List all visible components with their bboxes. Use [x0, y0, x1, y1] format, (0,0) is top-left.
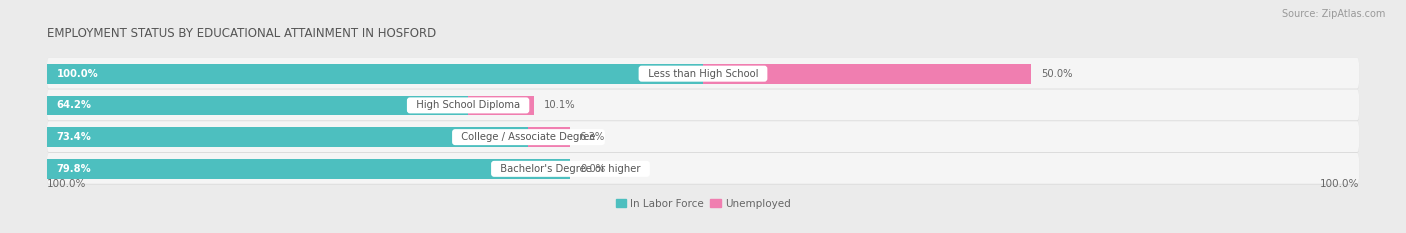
Legend: In Labor Force, Unemployed: In Labor Force, Unemployed — [612, 194, 794, 213]
Text: 6.3%: 6.3% — [579, 132, 605, 142]
FancyBboxPatch shape — [46, 121, 1360, 152]
FancyBboxPatch shape — [46, 153, 1360, 185]
FancyBboxPatch shape — [46, 89, 1360, 121]
Bar — [529, 127, 569, 147]
Text: Bachelor's Degree or higher: Bachelor's Degree or higher — [494, 164, 647, 174]
Text: College / Associate Degree: College / Associate Degree — [456, 132, 602, 142]
Text: Less than High School: Less than High School — [641, 69, 765, 79]
Bar — [46, 96, 468, 115]
Text: 50.0%: 50.0% — [1040, 69, 1073, 79]
Text: 0.0%: 0.0% — [581, 164, 606, 174]
Text: 100.0%: 100.0% — [56, 69, 98, 79]
Text: 100.0%: 100.0% — [46, 179, 86, 189]
Text: High School Diploma: High School Diploma — [411, 100, 526, 110]
Text: Source: ZipAtlas.com: Source: ZipAtlas.com — [1281, 9, 1385, 19]
Bar — [46, 127, 529, 147]
Text: 73.4%: 73.4% — [56, 132, 91, 142]
FancyBboxPatch shape — [46, 121, 1360, 153]
Bar — [46, 159, 571, 179]
Text: 100.0%: 100.0% — [1320, 179, 1360, 189]
Bar — [468, 96, 534, 115]
FancyBboxPatch shape — [46, 89, 1360, 120]
FancyBboxPatch shape — [46, 153, 1360, 184]
Text: 64.2%: 64.2% — [56, 100, 91, 110]
Bar — [703, 64, 1031, 83]
FancyBboxPatch shape — [46, 58, 1360, 89]
FancyBboxPatch shape — [46, 58, 1360, 89]
Bar — [46, 64, 703, 83]
Text: EMPLOYMENT STATUS BY EDUCATIONAL ATTAINMENT IN HOSFORD: EMPLOYMENT STATUS BY EDUCATIONAL ATTAINM… — [46, 27, 436, 40]
Text: 79.8%: 79.8% — [56, 164, 91, 174]
Text: 10.1%: 10.1% — [544, 100, 576, 110]
